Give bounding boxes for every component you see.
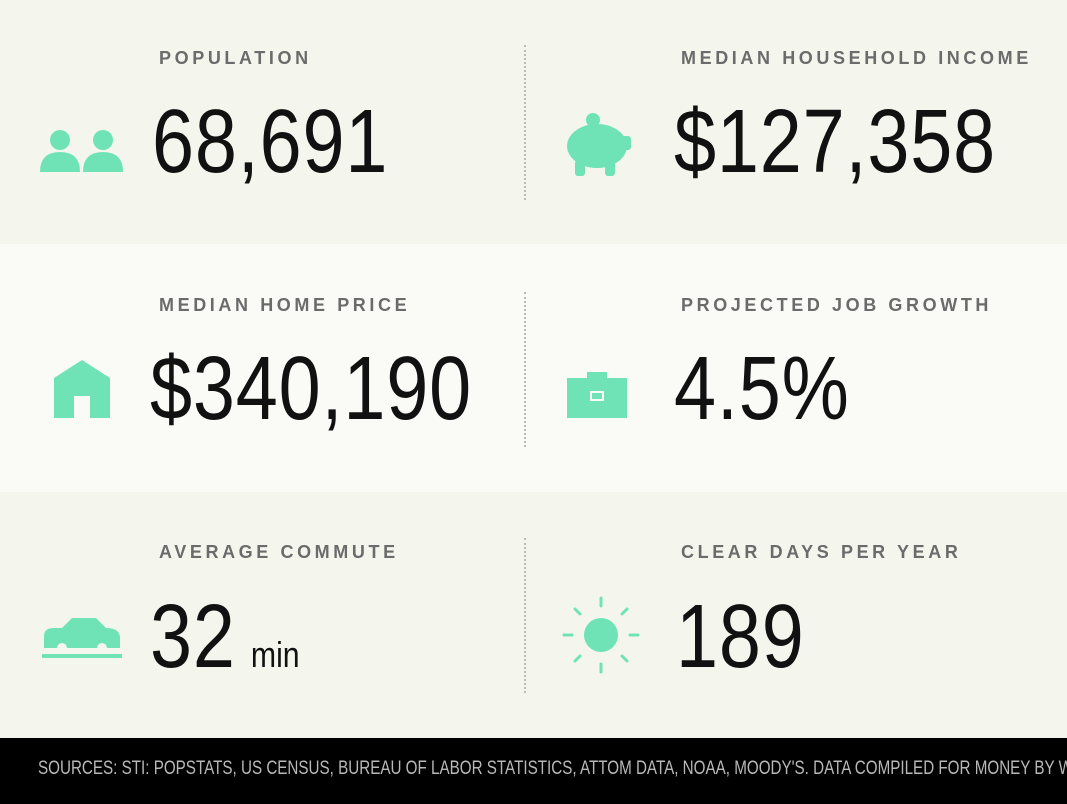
stat-label: MEDIAN HOUSEHOLD INCOME — [681, 48, 1032, 68]
stat-value: $127,358 — [674, 92, 997, 192]
row — [0, 492, 1067, 738]
sun-icon — [562, 596, 640, 674]
stat-number: 32 — [150, 587, 236, 687]
stat-value: 68,691 — [152, 92, 389, 192]
car-icon — [42, 618, 122, 658]
row — [0, 0, 1067, 244]
stat-label: MEDIAN HOME PRICE — [159, 295, 411, 315]
footer-text: SOURCES: STI: POPSTATS, US CENSUS, BUREA… — [38, 758, 1067, 779]
divider — [524, 292, 526, 447]
stat-value: 4.5% — [674, 339, 850, 439]
divider — [524, 45, 526, 200]
stat-value: 32 min — [150, 592, 300, 700]
row — [0, 244, 1067, 492]
piggy-bank-icon — [567, 113, 631, 176]
people-icon — [40, 130, 123, 172]
footer: SOURCES: STI: POPSTATS, US CENSUS, BUREA… — [0, 738, 1067, 804]
briefcase-icon — [567, 372, 627, 418]
stat-label: POPULATION — [159, 48, 312, 68]
stat-label: AVERAGE COMMUTE — [159, 542, 399, 562]
divider — [524, 538, 526, 693]
stat-value: 189 — [676, 587, 805, 687]
stat-label: CLEAR DAYS PER YEAR — [681, 542, 962, 562]
house-icon — [54, 360, 110, 418]
stat-label: PROJECTED JOB GROWTH — [681, 295, 993, 315]
stat-value: $340,190 — [150, 339, 473, 439]
stat-unit: min — [250, 634, 300, 675]
